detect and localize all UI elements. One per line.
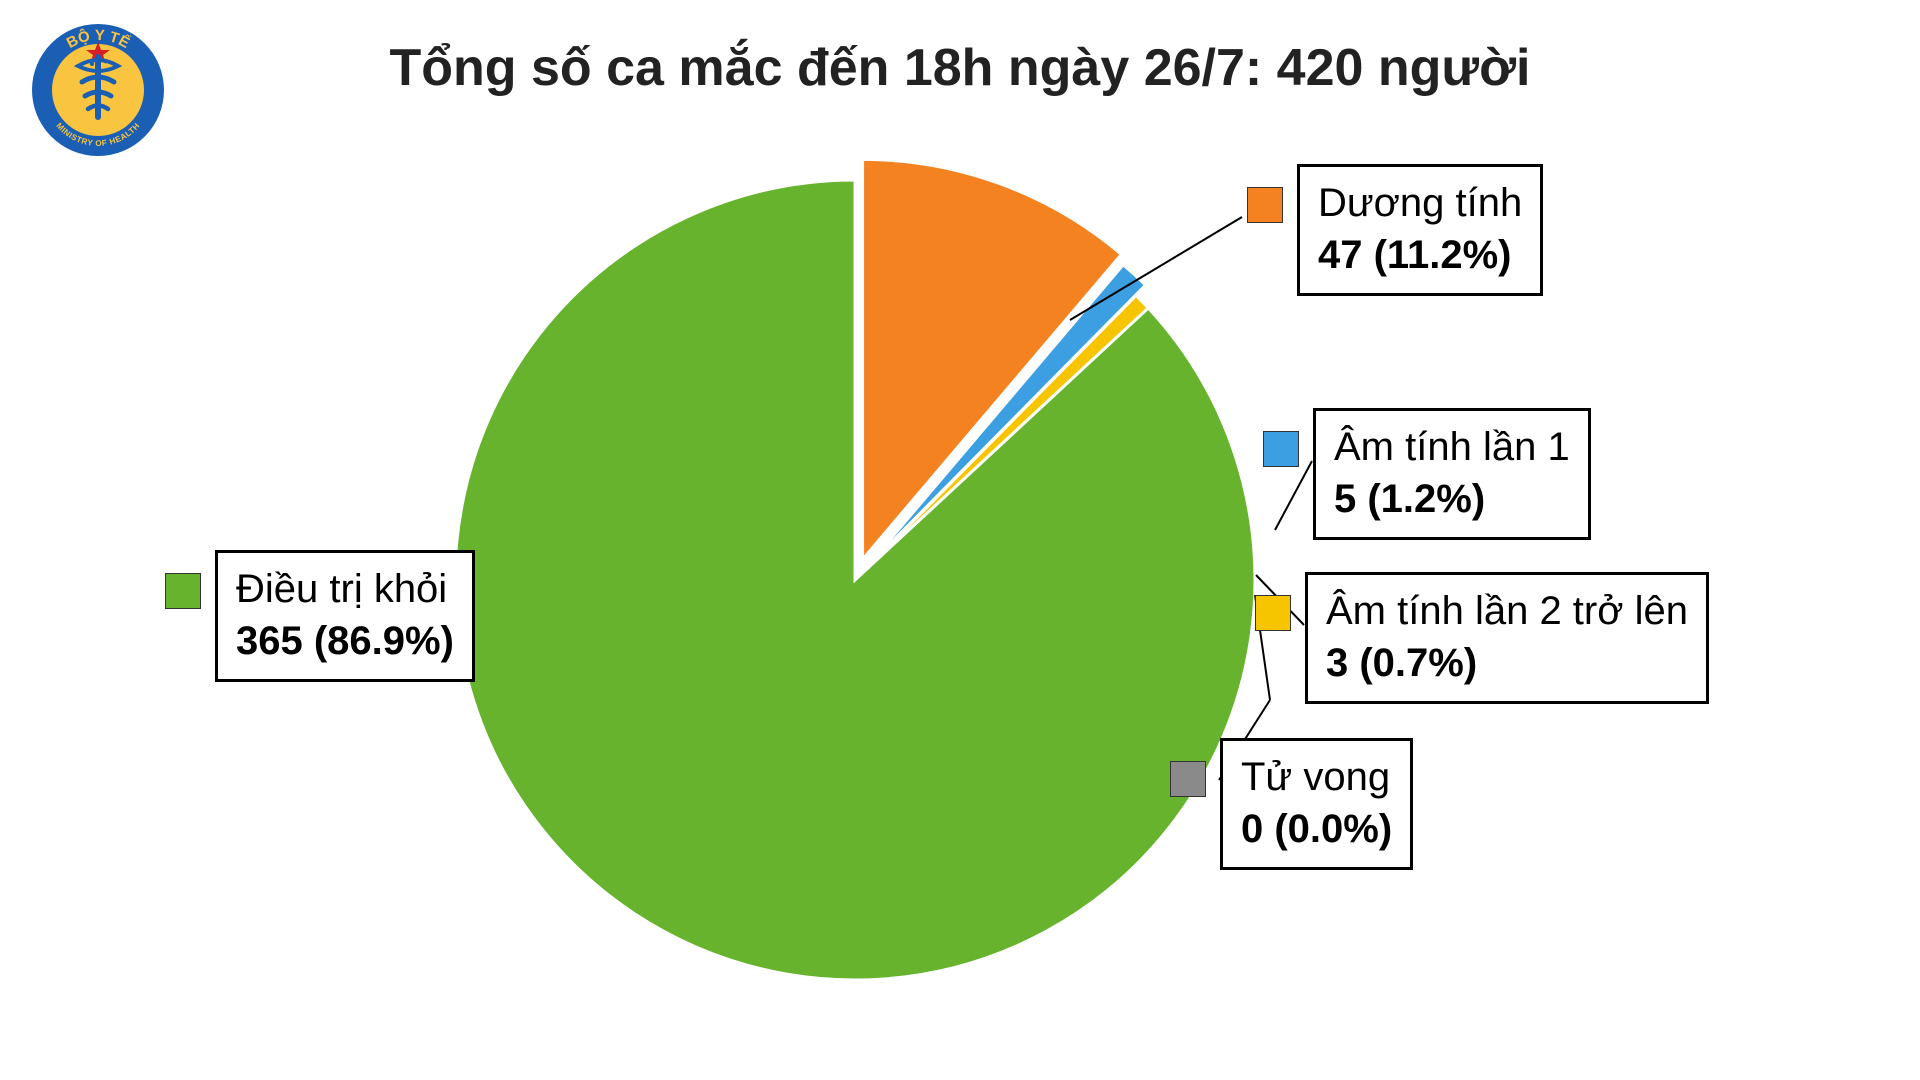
legend-neg1-value: 5 (1.2%): [1334, 473, 1570, 525]
pie-chart: [0, 0, 1920, 1080]
legend-recovered-value: 365 (86.9%): [236, 615, 454, 667]
swatch-neg1: [1263, 431, 1299, 467]
legend-neg1-label: Âm tính lần 1: [1334, 421, 1570, 473]
legend-death: Tử vong 0 (0.0%): [1220, 738, 1413, 870]
swatch-death: [1170, 761, 1206, 797]
legend-recovered: Điều trị khỏi 365 (86.9%): [215, 550, 475, 682]
legend-neg2: Âm tính lần 2 trở lên 3 (0.7%): [1305, 572, 1709, 704]
swatch-positive: [1247, 187, 1283, 223]
legend-neg2-value: 3 (0.7%): [1326, 637, 1688, 689]
legend-positive-value: 47 (11.2%): [1318, 229, 1522, 281]
legend-neg1: Âm tính lần 1 5 (1.2%): [1313, 408, 1591, 540]
legend-recovered-label: Điều trị khỏi: [236, 563, 454, 615]
legend-neg2-label: Âm tính lần 2 trở lên: [1326, 585, 1688, 637]
legend-positive: Dương tính 47 (11.2%): [1297, 164, 1543, 296]
legend-death-label: Tử vong: [1241, 751, 1392, 803]
legend-positive-label: Dương tính: [1318, 177, 1522, 229]
legend-death-value: 0 (0.0%): [1241, 803, 1392, 855]
swatch-neg2: [1255, 595, 1291, 631]
chart-container: BỘ Y TẾ MINISTRY OF HEALTH Tổng số ca mắ…: [0, 0, 1920, 1080]
swatch-recovered: [165, 573, 201, 609]
